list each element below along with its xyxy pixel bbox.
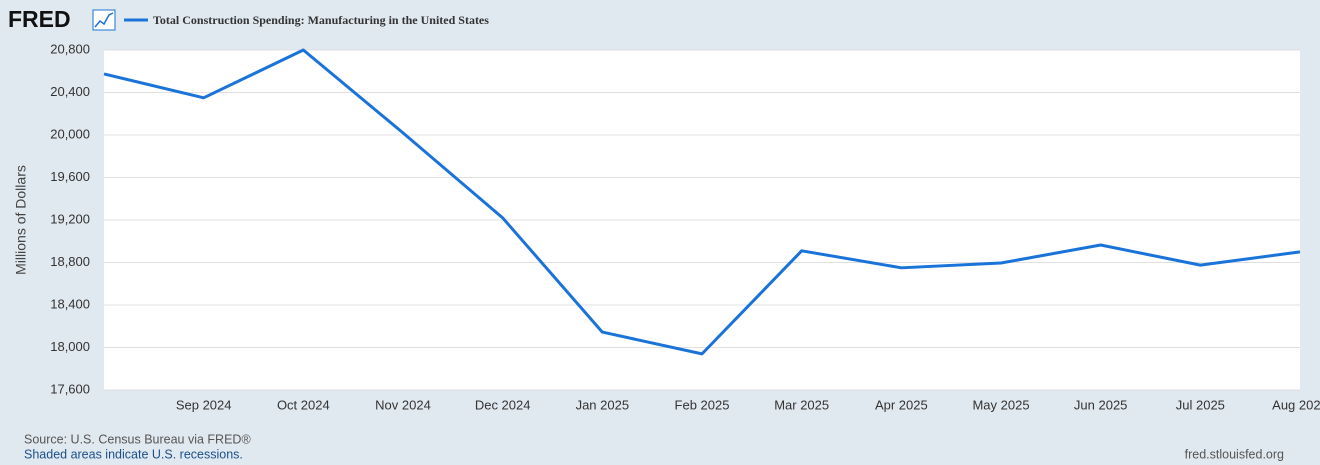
y-tick-label: 20,000 [50, 126, 90, 141]
y-tick-label: 17,600 [50, 381, 90, 396]
x-tick-label: Mar 2025 [774, 397, 829, 412]
x-tick-label: Aug 2025 [1272, 397, 1320, 412]
x-tick-label: Dec 2024 [475, 397, 531, 412]
y-axis-label: Millions of Dollars [13, 165, 29, 275]
x-tick-label: Jun 2025 [1074, 397, 1128, 412]
x-tick-label: Jan 2025 [576, 397, 630, 412]
logo[interactable]: FRED [8, 6, 71, 32]
x-tick-label: Apr 2025 [875, 397, 928, 412]
y-tick-label: 19,600 [50, 169, 90, 184]
legend-label: Total Construction Spending: Manufacturi… [153, 13, 489, 27]
y-tick-label: 18,400 [50, 296, 90, 311]
y-tick-label: 20,400 [50, 84, 90, 99]
x-tick-label: Nov 2024 [375, 397, 431, 412]
x-tick-label: Oct 2024 [277, 397, 330, 412]
logo-icon [92, 9, 116, 31]
x-tick-label: Jul 2025 [1176, 397, 1225, 412]
x-tick-label: May 2025 [972, 397, 1029, 412]
y-tick-label: 18,800 [50, 254, 90, 269]
x-tick-label: Sep 2024 [176, 397, 232, 412]
x-tick-label: Feb 2025 [675, 397, 730, 412]
site-link[interactable]: fred.stlouisfed.org [1185, 447, 1284, 461]
y-tick-label: 18,000 [50, 339, 90, 354]
y-tick-label: 19,200 [50, 211, 90, 226]
data-line [103, 48, 1301, 356]
recession-note: Shaded areas indicate U.S. recessions. [24, 447, 243, 461]
source: Source: U.S. Census Bureau via FRED® [24, 432, 251, 446]
y-tick-label: 20,800 [50, 41, 90, 56]
